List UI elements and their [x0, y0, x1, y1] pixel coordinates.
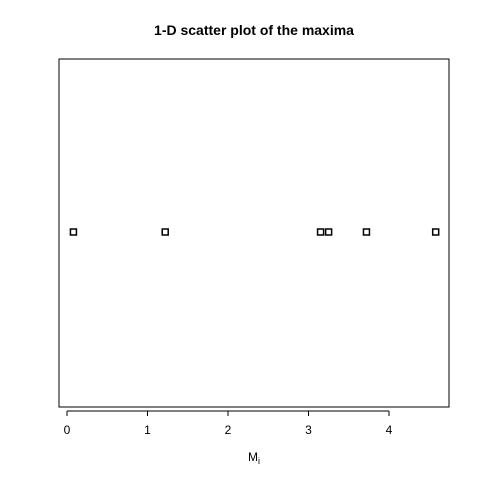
- x-tick-label: 2: [225, 423, 232, 437]
- data-point: [324, 228, 333, 236]
- x-tick-label: 1: [144, 423, 151, 437]
- data-point: [69, 228, 78, 236]
- x-tick-label: 3: [305, 423, 312, 437]
- x-axis-ticks: 0 1 2 3 4: [64, 411, 393, 437]
- plot-frame: [58, 58, 450, 408]
- chart-title: 1-D scatter plot of the maxima: [154, 22, 354, 38]
- x-axis-label-subscript: i: [258, 456, 260, 466]
- x-axis-label-main: M: [248, 450, 258, 464]
- data-point: [431, 228, 440, 236]
- x-tick-label: 0: [64, 423, 71, 437]
- x-axis-label: Mi: [248, 450, 260, 466]
- data-point: [362, 228, 371, 236]
- data-points: [69, 228, 440, 236]
- x-tick-label: 4: [386, 423, 393, 437]
- data-point: [161, 228, 169, 236]
- data-point: [316, 228, 325, 236]
